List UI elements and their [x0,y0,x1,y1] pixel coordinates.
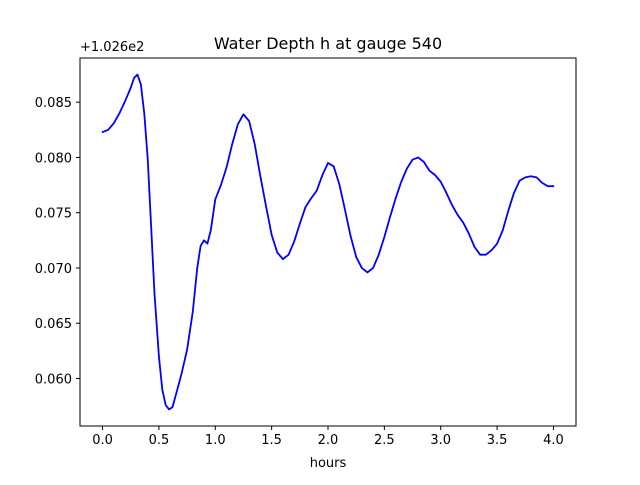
x-tick-label: 3.5 [487,433,508,448]
chart-title: Water Depth h at gauge 540 [214,34,442,53]
x-tick-label: 1.0 [205,433,226,448]
x-tick-label: 1.5 [261,433,282,448]
x-axis-label: hours [310,456,347,471]
y-tick-label: 0.065 [35,317,72,332]
x-tick-label: 2.0 [318,433,339,448]
y-tick-label: 0.085 [35,96,72,111]
plot-area: 0.0 0.5 1.0 1.5 2.0 2.5 3.0 3.5 4.0 0.060 0.065 0.0… [35,57,577,448]
y-tick-label: 0.080 [35,151,72,166]
y-tick-label: 0.060 [35,372,72,387]
y-axis-offset-label: +1.026e2 [80,40,144,55]
x-tick-label: 4.0 [543,433,564,448]
series-line-0 [101,73,555,411]
y-tick-label: 0.075 [35,207,72,222]
x-tick-label: 0.5 [149,433,170,448]
x-tick-label: 3.0 [430,433,451,448]
x-tick-label: 0.0 [92,433,113,448]
y-tick-label: 0.070 [35,262,72,277]
x-tick-label: 2.5 [374,433,395,448]
